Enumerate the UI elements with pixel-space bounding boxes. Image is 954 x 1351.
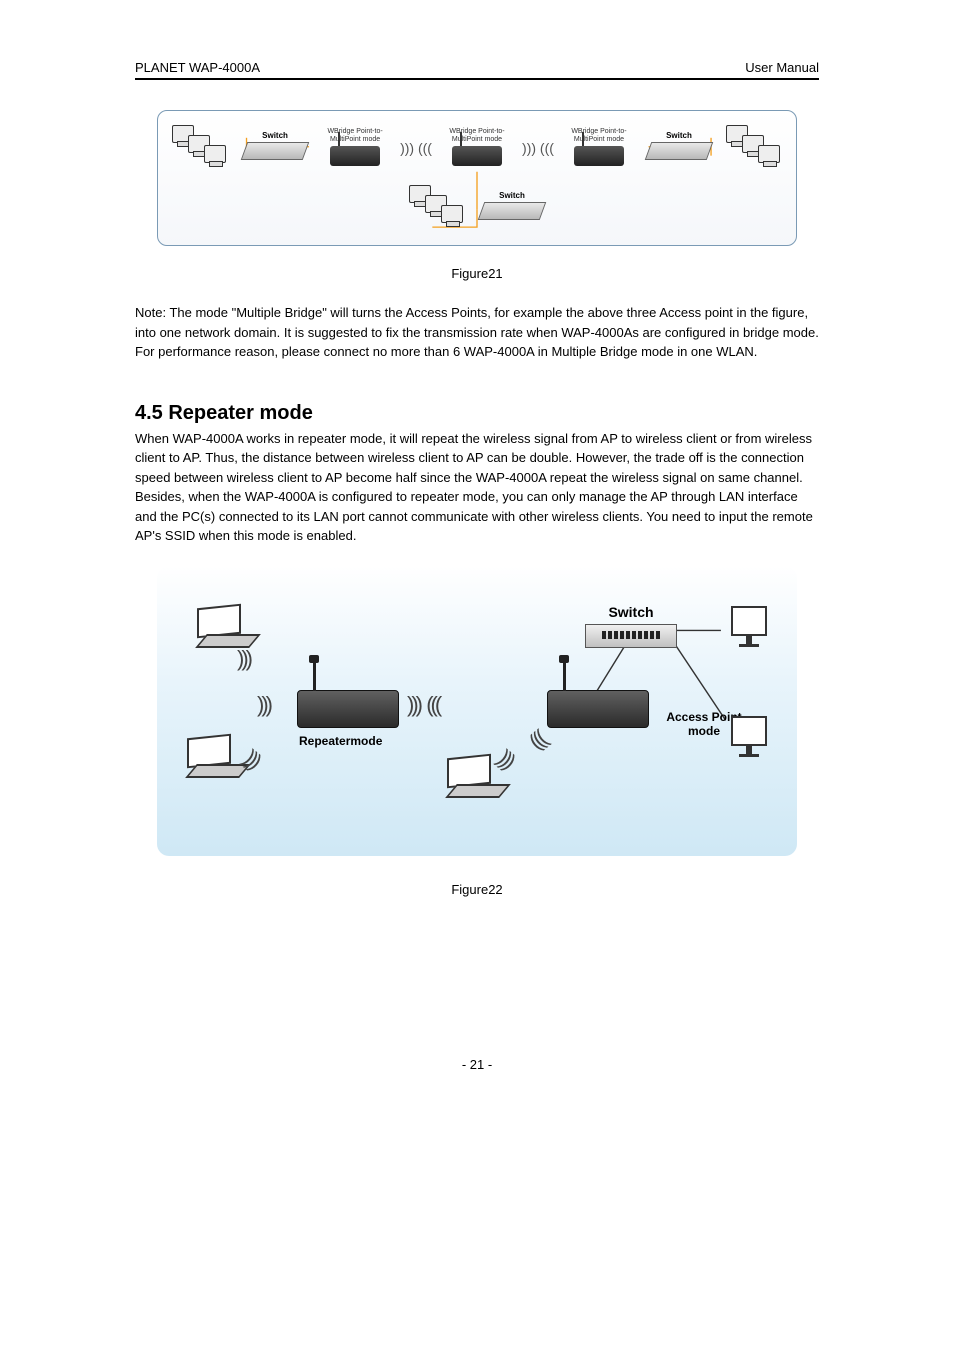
bridge-mode-label: WBridge Point-to-MultiPoint mode	[320, 128, 390, 143]
figure21-bottom-row: Switch	[170, 183, 784, 233]
monitor-icon	[731, 716, 767, 760]
left-pcs	[170, 123, 230, 173]
top-switch: Switch	[585, 604, 677, 648]
right-pcs	[724, 123, 784, 173]
wave-icon: )))	[237, 646, 250, 672]
page-header: PLANET WAP-4000A User Manual	[135, 60, 819, 80]
wave-icon: ))) (((	[400, 141, 432, 155]
switch-label: Switch	[585, 604, 677, 620]
wave-icon: )))	[257, 692, 270, 718]
monitor-icon	[731, 606, 767, 650]
section-4-5-body: When WAP-4000A works in repeater mode, i…	[135, 429, 819, 546]
switch-label: Switch	[240, 131, 310, 140]
repeater-device	[297, 690, 399, 728]
switch-label: Switch	[477, 191, 547, 200]
ap-device	[547, 690, 649, 728]
figure21-caption: Figure21	[135, 266, 819, 281]
figure22-box: ))) ))) ))) Repeatermode ))) ((( ))) )))…	[157, 566, 797, 856]
wave-icon: ))) (((	[407, 692, 439, 718]
bottom-pcs	[407, 183, 467, 233]
page-number: - 21 -	[135, 1057, 819, 1072]
bottom-switch: Switch	[477, 191, 547, 225]
section-4-5-title: 4.5 Repeater mode	[135, 402, 819, 425]
product-name: PLANET WAP-4000A	[135, 60, 260, 75]
bridge-mode-label: WBridge Point-to-MultiPoint mode	[564, 128, 634, 143]
figure21-box: Switch WBridge Point-to-MultiPoint mode …	[157, 110, 797, 246]
wave-icon: )))	[526, 724, 553, 752]
right-switch: Switch	[644, 131, 714, 165]
switch-label: Switch	[644, 131, 714, 140]
bridge2: WBridge Point-to-MultiPoint mode	[442, 128, 512, 167]
bridge3: WBridge Point-to-MultiPoint mode	[564, 128, 634, 167]
doc-type: User Manual	[745, 60, 819, 75]
left-switch: Switch	[240, 131, 310, 165]
figure22-caption: Figure22	[135, 882, 819, 897]
repeater-label: Repeatermode	[299, 734, 382, 748]
laptop-icon	[187, 736, 243, 776]
wave-icon: ))) (((	[522, 141, 554, 155]
bridge1: WBridge Point-to-MultiPoint mode	[320, 128, 390, 167]
laptop-icon	[197, 606, 253, 646]
note-paragraph: Note: The mode "Multiple Bridge" will tu…	[135, 303, 819, 362]
bridge-mode-label: WBridge Point-to-MultiPoint mode	[442, 128, 512, 143]
figure21-top-row: Switch WBridge Point-to-MultiPoint mode …	[170, 123, 784, 173]
wave-icon: )))	[492, 744, 519, 772]
page-container: PLANET WAP-4000A User Manual Switch WBri…	[0, 0, 954, 1132]
